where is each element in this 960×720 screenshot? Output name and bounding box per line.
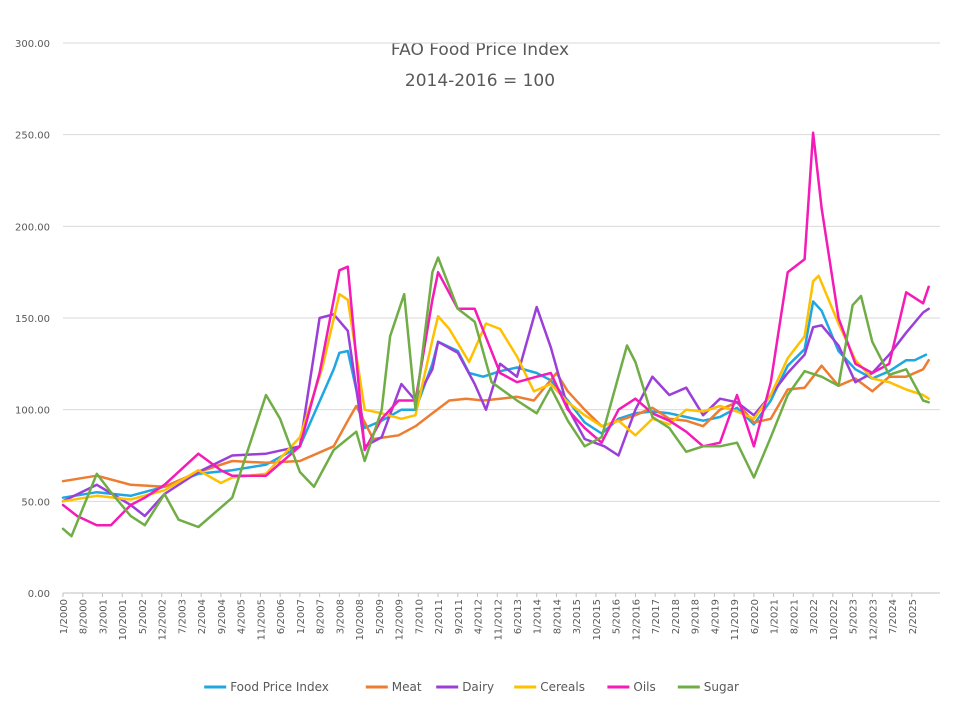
x-tick-label: 10/2022	[829, 599, 840, 641]
x-tick-label: 6/2020	[750, 599, 761, 634]
x-tick-label: 1/2000	[59, 599, 70, 634]
y-tick-label: 50.00	[21, 497, 50, 508]
x-tick-label: 6/2013	[513, 599, 524, 634]
x-tick-label: 11/2012	[493, 599, 504, 641]
x-tick-label: 10/2008	[355, 599, 366, 641]
series-line-dairy	[61, 305, 930, 518]
x-tick-label: 3/2001	[98, 599, 109, 634]
x-tick-label: 5/2009	[375, 599, 386, 634]
series-line-sugar	[61, 256, 930, 538]
x-tick-label: 2/2018	[671, 599, 682, 634]
y-tick-label: 300.00	[15, 39, 50, 50]
x-tick-label: 5/2016	[612, 599, 623, 634]
y-tick-label: 250.00	[15, 131, 50, 142]
series-line-cereals	[61, 274, 930, 503]
y-tick-label: 200.00	[15, 222, 50, 233]
x-tick-label: 7/2003	[177, 599, 188, 634]
x-tick-label: 2/2011	[434, 599, 445, 634]
y-tick-label: 0.00	[28, 589, 50, 600]
x-tick-label: 8/2007	[316, 599, 327, 634]
legend-label-food-price-index: Food Price Index	[230, 680, 329, 694]
legend-label-dairy: Dairy	[462, 680, 494, 694]
x-tick-label: 5/2002	[138, 599, 149, 634]
x-tick-label: 7/2017	[651, 599, 662, 634]
x-tick-label: 4/2019	[710, 599, 721, 634]
x-tick-label: 2/2025	[908, 599, 919, 634]
x-tick-label: 1/2021	[770, 599, 781, 634]
x-tick-label: 3/2022	[809, 599, 820, 634]
y-tick-label: 100.00	[15, 406, 50, 417]
legend-label-sugar: Sugar	[704, 680, 739, 694]
x-tick-label: 8/2021	[789, 599, 800, 634]
x-tick-label: 3/2008	[335, 599, 346, 634]
x-tick-label: 9/2011	[454, 599, 465, 634]
x-tick-label: 12/2023	[868, 599, 879, 641]
legend-label-cereals: Cereals	[540, 680, 585, 694]
x-tick-label: 4/2005	[237, 599, 248, 634]
x-tick-label: 12/2002	[158, 599, 169, 641]
x-tick-label: 7/2010	[414, 599, 425, 634]
x-tick-label: 11/2005	[256, 599, 267, 641]
x-tick-label: 8/2014	[552, 599, 563, 634]
x-tick-label: 2/2004	[197, 599, 208, 634]
x-tick-label: 12/2009	[395, 599, 406, 641]
legend-label-meat: Meat	[392, 680, 422, 694]
series-line-meat	[61, 358, 930, 488]
x-tick-label: 11/2019	[730, 599, 741, 641]
x-tick-label: 9/2018	[691, 599, 702, 634]
x-tick-label: 3/2015	[572, 599, 583, 634]
y-tick-label: 150.00	[15, 314, 50, 325]
legend-label-oils: Oils	[633, 680, 655, 694]
x-tick-label: 7/2024	[888, 599, 899, 634]
x-tick-label: 1/2007	[296, 599, 307, 634]
chart-subtitle: 2014-2016 = 100	[404, 71, 556, 91]
x-tick-label: 1/2014	[533, 599, 544, 634]
x-tick-label: 6/2006	[276, 599, 287, 634]
x-tick-label: 12/2016	[631, 599, 642, 641]
x-tick-label: 4/2012	[474, 599, 485, 634]
x-tick-label: 10/2015	[592, 599, 603, 641]
x-tick-label: 9/2004	[217, 599, 228, 634]
x-tick-label: 8/2000	[79, 599, 90, 634]
series-line-oils	[61, 131, 930, 527]
x-tick-label: 5/2023	[849, 599, 860, 634]
x-tick-label: 10/2001	[118, 599, 129, 641]
chart-title: FAO Food Price Index	[390, 40, 570, 60]
